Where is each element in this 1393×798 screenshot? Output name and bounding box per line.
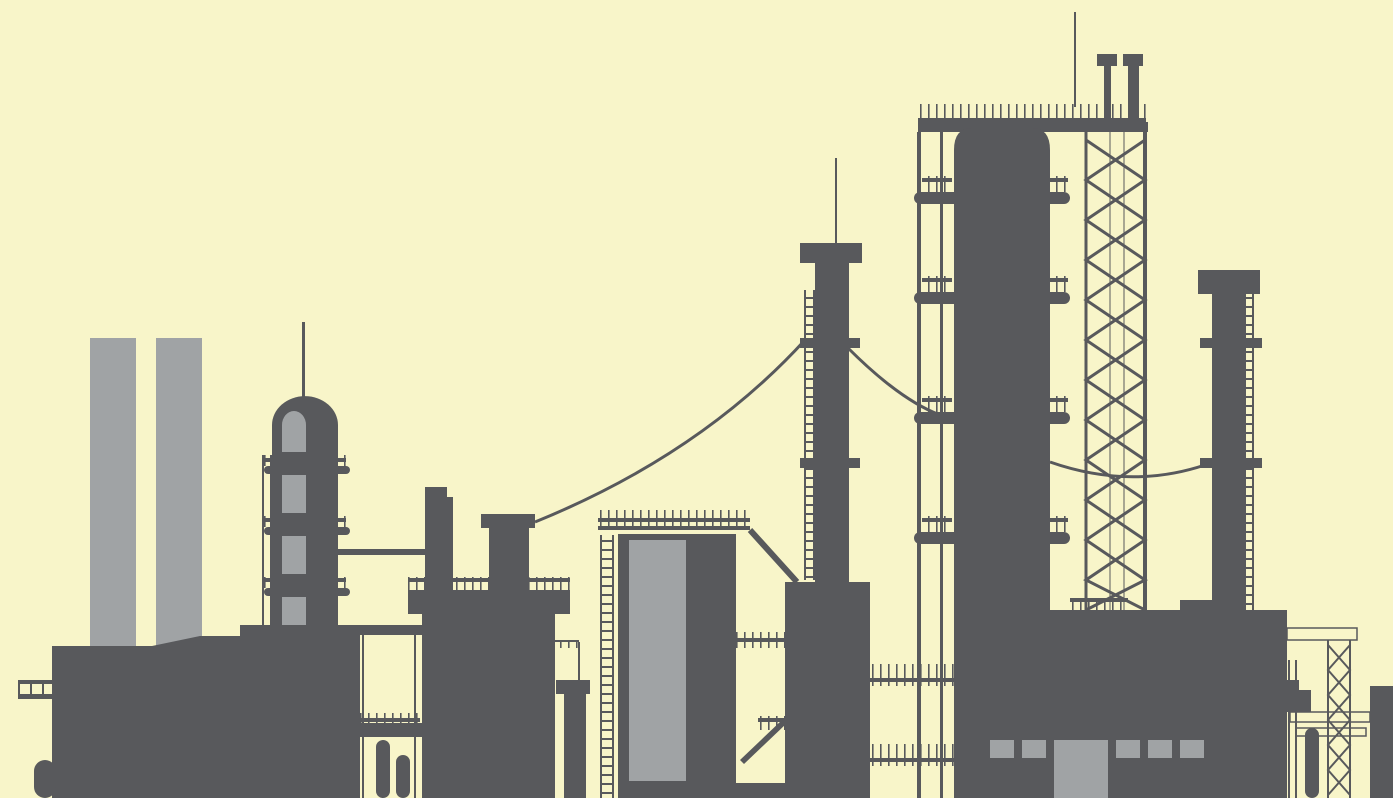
center-chimney-tower [785, 158, 954, 798]
factory-windows [990, 740, 1204, 758]
far-right-structures [1286, 627, 1393, 798]
factory-door [1054, 740, 1108, 798]
lattice-tower [1083, 132, 1148, 612]
tower-base-rail [1070, 598, 1128, 610]
storage-tank [598, 510, 788, 798]
far-right-lattice [1326, 640, 1352, 798]
light-chimney-right [156, 338, 202, 648]
middle-stepped-building [408, 487, 590, 798]
right-chimney-tower [1198, 270, 1262, 610]
left-factory-building [18, 625, 360, 798]
pipe-bridge [338, 549, 428, 798]
light-chimney-left [90, 338, 136, 648]
capsule-column [262, 322, 350, 630]
overhead-cables [534, 338, 1206, 585]
